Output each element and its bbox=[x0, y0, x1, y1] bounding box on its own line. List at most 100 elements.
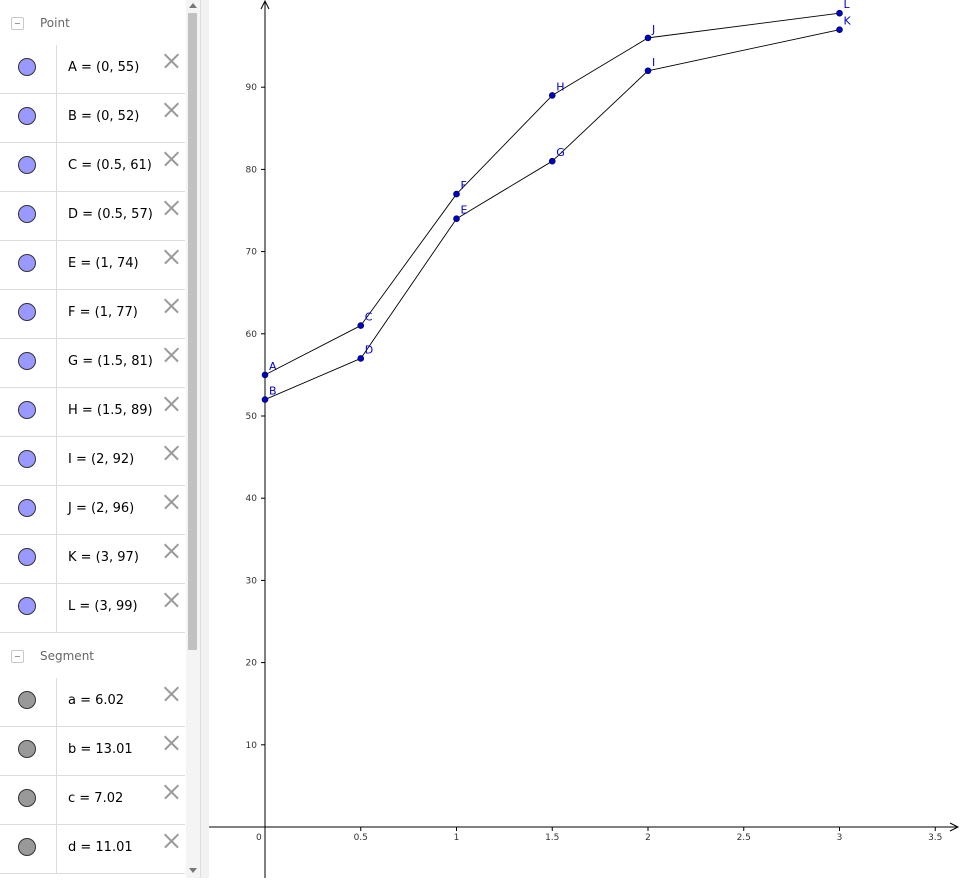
delete-icon[interactable] bbox=[161, 733, 181, 753]
algebra-row[interactable]: L = (3, 99) bbox=[0, 584, 185, 633]
segment-fh[interactable] bbox=[456, 95, 553, 195]
delete-icon[interactable] bbox=[161, 149, 181, 169]
object-definition[interactable]: A = (0, 55) bbox=[68, 60, 140, 75]
point-c[interactable] bbox=[357, 322, 365, 329]
collapse-icon[interactable] bbox=[11, 17, 24, 30]
point-d[interactable] bbox=[357, 355, 365, 362]
visibility-toggle-icon[interactable] bbox=[18, 499, 36, 517]
visibility-cell[interactable] bbox=[0, 241, 57, 289]
object-definition[interactable]: d = 11.01 bbox=[68, 840, 133, 855]
visibility-cell[interactable] bbox=[0, 825, 57, 873]
segment-jl[interactable] bbox=[647, 12, 840, 39]
object-definition[interactable]: L = (3, 99) bbox=[68, 599, 138, 614]
visibility-toggle-icon[interactable] bbox=[18, 254, 36, 272]
visibility-cell[interactable] bbox=[0, 535, 57, 583]
segment-bd[interactable] bbox=[264, 358, 361, 400]
visibility-toggle-icon[interactable] bbox=[18, 789, 36, 807]
object-definition[interactable]: b = 13.01 bbox=[68, 742, 133, 757]
visibility-cell[interactable] bbox=[0, 290, 57, 338]
visibility-cell[interactable] bbox=[0, 94, 57, 142]
object-definition[interactable]: H = (1.5, 89) bbox=[68, 403, 153, 418]
object-definition[interactable]: a = 6.02 bbox=[68, 693, 125, 708]
object-definition[interactable]: J = (2, 96) bbox=[68, 501, 135, 516]
point-g[interactable] bbox=[548, 157, 556, 165]
object-definition[interactable]: D = (0.5, 57) bbox=[68, 207, 153, 222]
delete-icon[interactable] bbox=[161, 684, 181, 704]
visibility-cell[interactable] bbox=[0, 388, 57, 436]
visibility-cell[interactable] bbox=[0, 45, 57, 93]
visibility-toggle-icon[interactable] bbox=[18, 691, 36, 709]
algebra-row[interactable]: B = (0, 52) bbox=[0, 94, 185, 143]
point-j[interactable] bbox=[644, 34, 652, 42]
object-definition[interactable]: c = 7.02 bbox=[68, 791, 124, 806]
visibility-toggle-icon[interactable] bbox=[18, 450, 36, 468]
visibility-toggle-icon[interactable] bbox=[18, 740, 36, 758]
visibility-cell[interactable] bbox=[0, 727, 57, 775]
view-splitter[interactable] bbox=[200, 0, 209, 878]
delete-icon[interactable] bbox=[161, 590, 181, 610]
object-definition[interactable]: G = (1.5, 81) bbox=[68, 354, 153, 369]
algebra-row[interactable]: b = 13.01 bbox=[0, 727, 185, 776]
visibility-cell[interactable] bbox=[0, 678, 57, 726]
collapse-icon[interactable] bbox=[11, 650, 24, 663]
visibility-toggle-icon[interactable] bbox=[18, 838, 36, 856]
algebra-row[interactable]: E = (1, 74) bbox=[0, 241, 185, 290]
point-h[interactable] bbox=[548, 92, 556, 99]
visibility-toggle-icon[interactable] bbox=[18, 205, 36, 223]
scroll-up-arrow-icon[interactable] bbox=[189, 3, 197, 8]
point-k[interactable] bbox=[836, 26, 843, 33]
group-header-point[interactable]: Point bbox=[0, 0, 185, 46]
algebra-row[interactable]: G = (1.5, 81) bbox=[0, 339, 185, 388]
point-f[interactable] bbox=[453, 190, 460, 198]
visibility-cell[interactable] bbox=[0, 486, 57, 534]
algebra-row[interactable]: J = (2, 96) bbox=[0, 486, 185, 535]
segment-hj[interactable] bbox=[552, 37, 649, 96]
algebra-row[interactable]: K = (3, 97) bbox=[0, 535, 185, 584]
algebra-row[interactable]: I = (2, 92) bbox=[0, 437, 185, 486]
visibility-cell[interactable] bbox=[0, 192, 57, 240]
algebra-row[interactable]: F = (1, 77) bbox=[0, 290, 185, 339]
algebra-row[interactable]: H = (1.5, 89) bbox=[0, 388, 185, 437]
algebra-row[interactable]: a = 6.02 bbox=[0, 678, 185, 727]
algebra-row[interactable]: d = 11.01 bbox=[0, 825, 185, 874]
delete-icon[interactable] bbox=[161, 492, 181, 512]
visibility-toggle-icon[interactable] bbox=[18, 107, 36, 125]
delete-icon[interactable] bbox=[161, 100, 181, 120]
object-definition[interactable]: E = (1, 74) bbox=[68, 256, 139, 271]
delete-icon[interactable] bbox=[161, 296, 181, 316]
delete-icon[interactable] bbox=[161, 394, 181, 414]
delete-icon[interactable] bbox=[161, 51, 181, 71]
scroll-down-arrow-icon[interactable] bbox=[189, 868, 197, 873]
visibility-cell[interactable] bbox=[0, 437, 57, 485]
visibility-toggle-icon[interactable] bbox=[18, 58, 36, 76]
algebra-row[interactable]: C = (0.5, 61) bbox=[0, 143, 185, 192]
object-definition[interactable]: I = (2, 92) bbox=[68, 452, 135, 467]
segment-ik[interactable] bbox=[647, 29, 840, 72]
algebra-row[interactable]: A = (0, 55) bbox=[0, 45, 185, 94]
visibility-toggle-icon[interactable] bbox=[18, 303, 36, 321]
delete-icon[interactable] bbox=[161, 443, 181, 463]
graphics-view[interactable]: 0 0.5 1 1.5 2 2.5 3 3.5 10 20 30 40 50 60 70 80 90 A B C D E F… bbox=[209, 0, 960, 878]
visibility-toggle-icon[interactable] bbox=[18, 352, 36, 370]
point-e[interactable] bbox=[453, 215, 460, 223]
visibility-cell[interactable] bbox=[0, 339, 57, 387]
visibility-toggle-icon[interactable] bbox=[18, 597, 36, 615]
visibility-toggle-icon[interactable] bbox=[18, 401, 36, 419]
object-definition[interactable]: K = (3, 97) bbox=[68, 550, 139, 565]
point-l[interactable] bbox=[836, 9, 843, 17]
point-a[interactable] bbox=[261, 371, 269, 379]
algebra-row[interactable]: D = (0.5, 57) bbox=[0, 192, 185, 241]
segment-eg[interactable] bbox=[456, 160, 553, 220]
point-i[interactable] bbox=[644, 67, 652, 75]
graphics-canvas[interactable]: 0 0.5 1 1.5 2 2.5 3 3.5 10 20 30 40 50 60 70 80 90 AB C D EF… bbox=[209, 0, 960, 878]
delete-icon[interactable] bbox=[161, 541, 181, 561]
algebra-scrollbar[interactable] bbox=[186, 0, 200, 878]
delete-icon[interactable] bbox=[161, 782, 181, 802]
visibility-cell[interactable] bbox=[0, 776, 57, 824]
point-b[interactable] bbox=[261, 396, 269, 403]
segment-gi[interactable] bbox=[551, 70, 649, 162]
group-header-segment[interactable]: Segment bbox=[0, 633, 185, 679]
visibility-cell[interactable] bbox=[0, 584, 57, 632]
algebra-row[interactable]: c = 7.02 bbox=[0, 776, 185, 825]
delete-icon[interactable] bbox=[161, 831, 181, 851]
